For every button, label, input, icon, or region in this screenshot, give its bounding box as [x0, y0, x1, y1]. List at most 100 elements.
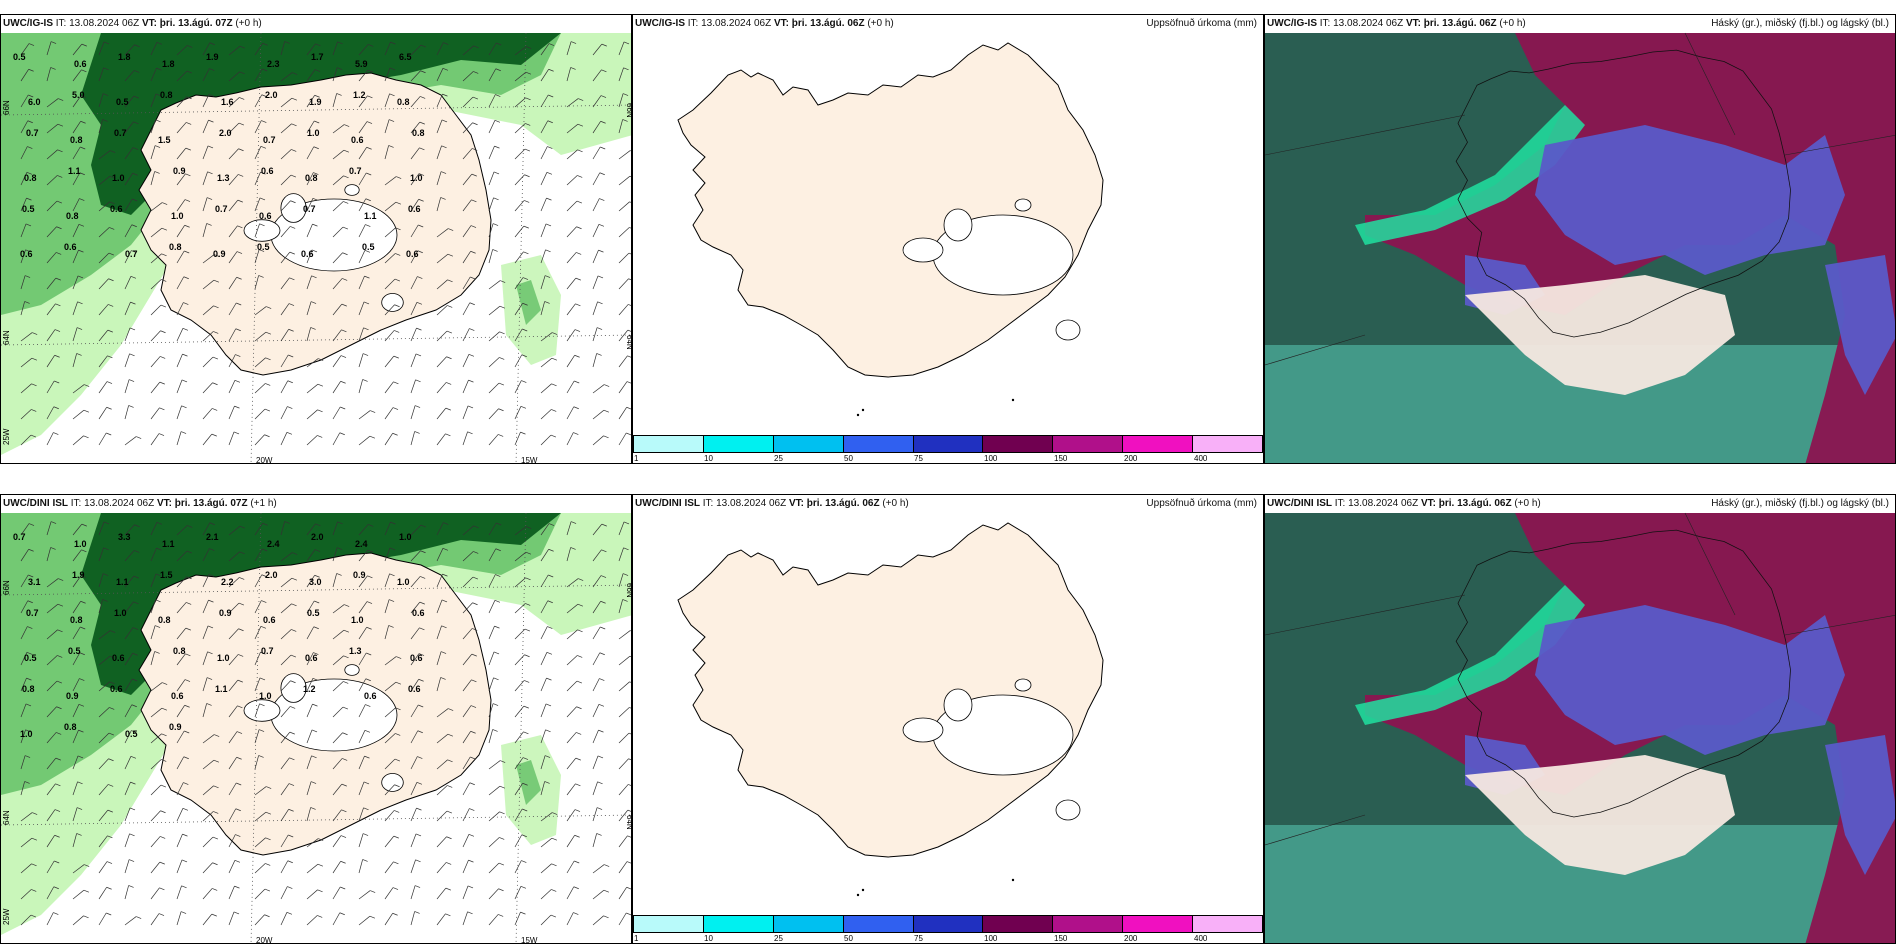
wind-barb: [72, 249, 84, 264]
wind-barb: [384, 656, 402, 666]
wind-barb: [202, 573, 215, 588]
wind-barb: [306, 69, 321, 82]
wind-header-row1: UWC/IG-IS IT: 13.08.2024 06Z VT: þri. 13…: [3, 15, 262, 33]
colorbar-tick-label: 100: [984, 934, 998, 943]
wind-barb: [176, 550, 193, 562]
wind-barb: [202, 331, 219, 342]
wind-barb: [228, 225, 243, 238]
precip-value-label: 0.7: [349, 166, 362, 176]
wind-barb: [46, 329, 61, 342]
model-name: UWC/IG-IS: [1267, 18, 1317, 29]
wind-barb: [280, 72, 298, 82]
wind-barb: [280, 886, 293, 900]
precip-value-label: 0.6: [110, 684, 123, 694]
wind-barb: [358, 833, 369, 848]
precip-value-label: 0.6: [261, 166, 274, 176]
wind-barb: [514, 551, 532, 562]
precip-value-label: 0.6: [408, 204, 421, 214]
wind-barb: [176, 885, 187, 900]
wind-barb: [280, 380, 293, 394]
wind-barb: [540, 434, 557, 446]
wind-barb: [488, 522, 502, 536]
wind-barb: [592, 523, 607, 536]
precip-map-row1: [633, 33, 1263, 433]
wind-barb: [618, 329, 631, 342]
precip-value-label: 0.6: [305, 653, 318, 663]
wind-barb: [592, 409, 610, 420]
precip-value-label: 0.9: [66, 691, 79, 701]
wind-barb: [20, 812, 38, 822]
wind-barb: [384, 330, 400, 342]
wind-barb: [20, 703, 32, 718]
glacier-outline: [902, 237, 944, 263]
precip-value-label: 1.8: [118, 52, 131, 62]
wind-barb: [280, 431, 293, 446]
wind-barb: [280, 41, 290, 56]
wind-barb: [566, 521, 577, 536]
wind-barb: [384, 119, 395, 134]
colorbar-tick-label: 50: [844, 454, 853, 463]
precip-value-label: 0.5: [24, 653, 37, 663]
wind-barb: [306, 172, 319, 186]
precip-value-label: 0.7: [26, 608, 39, 618]
wind-barb: [124, 575, 139, 588]
graticule-line: [1684, 32, 1736, 136]
wind-barb: [410, 576, 426, 588]
wind-barb: [410, 859, 421, 874]
lead-time: (+0 h): [1514, 498, 1541, 509]
wind-barb: [384, 41, 396, 56]
wind-barb: [20, 301, 30, 316]
wind-barb: [410, 781, 423, 796]
wind-barb: [72, 915, 89, 926]
meridian-line: [250, 512, 262, 943]
lon-label-25w: 25W: [2, 908, 11, 925]
graticule-line: [1784, 615, 1895, 636]
wind-barb: [98, 201, 115, 212]
wind-barb: [618, 547, 629, 562]
wind-barb: [410, 96, 426, 108]
wind-barb: [306, 574, 320, 588]
wind-barb: [124, 436, 142, 446]
precip-value-label: 0.8: [66, 211, 79, 221]
wind-barb: [488, 599, 501, 614]
wind-barb: [540, 197, 552, 212]
wind-barb: [618, 67, 629, 82]
wind-barb: [488, 223, 499, 238]
precip-value-label: 1.2: [303, 684, 316, 694]
wind-barb: [46, 226, 62, 238]
wind-barb: [306, 223, 318, 238]
precip-panel-row1: UWC/IG-IS IT: 13.08.2024 06Z VT: þri. 13…: [632, 14, 1264, 464]
wind-barb: [566, 354, 580, 368]
lead-time: (+0 h): [867, 18, 894, 29]
wind-barb: [228, 122, 245, 134]
wind-barb: [462, 576, 479, 588]
wind-barb: [488, 574, 501, 588]
wind-barb: [436, 67, 449, 82]
wind-barb: [436, 810, 453, 822]
wind-barb: [72, 198, 85, 212]
lead-time: (+0 h): [235, 18, 262, 29]
wind-barb: [202, 785, 219, 796]
wind-barb: [254, 651, 266, 666]
precip-shading: [81, 33, 561, 215]
colorbar-swatch: [773, 436, 844, 452]
wind-barb: [358, 704, 371, 718]
wind-barb: [592, 729, 604, 744]
wind-barb: [332, 175, 349, 186]
wind-barb: [540, 781, 550, 796]
wind-barb: [280, 251, 295, 264]
precip-value-label: 3.0: [309, 577, 322, 587]
wind-barb: [124, 44, 140, 56]
precip-value-label: 1.0: [20, 729, 33, 739]
wind-barb: [280, 552, 298, 562]
clear-sky-area: [1465, 275, 1735, 395]
it-label: IT:: [687, 18, 699, 29]
wind-barb: [254, 42, 268, 56]
wind-barb: [306, 435, 323, 446]
glacier-outline: [344, 664, 360, 676]
wind-barb: [254, 68, 268, 82]
wind-barb: [436, 356, 452, 368]
colorbar-tick-label: 1: [634, 934, 639, 943]
wind-barb: [306, 729, 318, 744]
wind-barb: [514, 577, 531, 588]
